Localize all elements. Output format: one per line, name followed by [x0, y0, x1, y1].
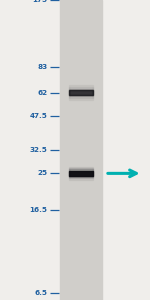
Text: 25: 25	[37, 170, 47, 176]
Bar	[60, 0, 102, 300]
Text: 62: 62	[37, 89, 47, 95]
Bar	[69, 87, 93, 98]
Text: 47.5: 47.5	[29, 113, 47, 119]
Text: 16.5: 16.5	[29, 207, 47, 213]
Bar	[69, 168, 93, 178]
Text: 6.5: 6.5	[34, 290, 47, 296]
Bar	[69, 171, 93, 176]
Bar	[69, 169, 93, 177]
Bar	[69, 90, 93, 95]
Bar	[69, 85, 93, 100]
Text: 175: 175	[32, 0, 47, 3]
Bar	[69, 88, 93, 96]
Bar	[69, 167, 93, 180]
Text: 32.5: 32.5	[29, 147, 47, 153]
Text: 83: 83	[37, 64, 47, 70]
